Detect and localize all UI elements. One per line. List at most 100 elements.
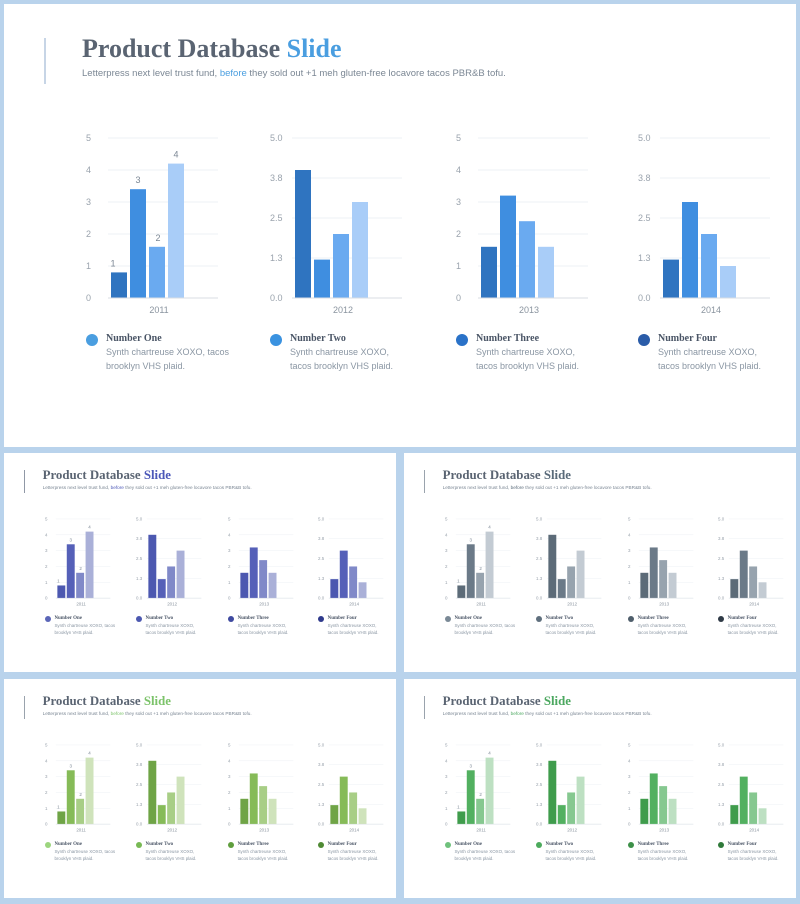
y-tick-label: 3.8 [136,537,143,542]
page-subtitle: Letterpress next level trust fund, befor… [443,711,652,716]
legend-text-line1-1: Synth chartreuse XOXO, tacos [106,347,230,357]
bar [557,579,566,599]
bar [758,808,767,825]
bar-chart-4: 0.0 1.3 2.5 3.8 5.0 2014 [638,133,770,315]
bar-chart-2: 0.0 1.3 2.5 3.8 5.0 2012 [136,517,201,607]
legend-text-line1-4: Synth chartreuse XOXO, [727,622,777,628]
title-main-text: Product Database [42,467,144,482]
bar-chart-4: 0.0 1.3 2.5 3.8 5.0 2014 [318,743,384,833]
legend-text-line2-3: tacos brooklyn VHS plaid. [637,855,689,861]
bar [668,573,677,599]
legend-text-line1-4: Synth chartreuse XOXO, [727,848,777,854]
subtitle-post: they sold out +1 meh gluten-free locavor… [523,710,652,716]
y-tick-label: 2.5 [718,556,725,561]
legend-text-line2-2: tacos brooklyn VHS plaid. [545,855,597,861]
bar [466,544,475,599]
page-subtitle: Letterpress next level trust fund, befor… [82,68,506,79]
y-tick-label: 0.0 [318,822,325,827]
legend-dot-1 [86,334,98,346]
y-tick-label: 2 [445,564,448,569]
bar [481,246,497,298]
y-tick-label: 0 [456,293,461,303]
y-tick-label: 0 [45,596,48,601]
y-tick-label: 0 [445,596,448,601]
bar [85,757,94,825]
bar [176,776,185,825]
y-tick-label: 2.5 [136,556,143,561]
legend-text-line1-1: Synth chartreuse XOXO, tacos [54,622,116,628]
bar-chart-2: 0.0 1.3 2.5 3.8 5.0 2012 [536,517,601,607]
legend-title-3: Number Three [237,841,269,847]
title-accent-bar [423,469,425,493]
bar [519,221,535,298]
data-label: 1 [57,805,60,810]
legend-text-line2-2: tacos brooklyn VHS plaid. [290,361,394,371]
legend-dot-4 [317,616,324,623]
bar [576,550,585,599]
legend-text-line2-3: tacos brooklyn VHS plaid. [637,629,689,635]
bar [157,805,166,825]
slide-blue: Product Database Slide Letterpress next l… [4,453,396,672]
x-tick-label: 2014 [349,602,359,607]
legend-dot-1 [44,842,51,849]
y-tick-label: 2.5 [270,213,283,223]
legend-text-line1-1: Synth chartreuse XOXO, tacos [454,848,516,854]
bar [758,582,767,599]
y-tick-label: 3.8 [536,537,543,542]
y-tick-label: 2.5 [536,556,543,561]
bar [548,535,556,599]
bar-chart-3: 0 1 2 3 4 5 2013 [628,743,694,833]
data-label: 2 [479,566,482,571]
y-tick-label: 0 [445,822,448,827]
legend-text-line1-3: Synth chartreuse XOXO, [637,622,687,628]
page-title: Product Database Slide [443,694,571,709]
y-tick-label: 1 [228,806,231,811]
y-tick-label: 4 [45,533,48,538]
title-main-text: Product Database [442,693,544,708]
title-main-text: Product Database [442,467,544,482]
y-tick-label: 1 [445,580,448,585]
x-tick-label: 2011 [476,602,486,607]
title-accent-text: Slide [543,693,571,708]
bar [456,811,465,825]
legend-dot-3 [627,616,634,623]
bar [649,773,658,825]
y-tick-label: 0.0 [718,596,725,601]
title-accent-text: Slide [286,34,342,63]
legend-text-line2-3: tacos brooklyn VHS plaid. [237,629,289,635]
page-subtitle: Letterpress next level trust fund, befor… [43,711,252,716]
x-tick-label: 2011 [476,828,486,833]
bar [166,566,175,599]
bar [333,234,349,298]
legend-dot-2 [535,842,542,849]
y-tick-label: 1 [45,580,48,585]
y-tick-label: 5 [456,133,461,143]
bar [739,550,748,599]
y-tick-label: 0.0 [718,822,725,827]
y-tick-label: 0.0 [136,596,143,601]
bar [658,786,667,825]
bar [268,799,277,825]
y-tick-label: 1.3 [136,802,143,807]
subtitle-pre: Letterpress next level trust fund, [82,68,220,79]
legend-dot-2 [135,842,142,849]
y-tick-label: 2 [628,564,631,569]
y-tick-label: 2 [45,790,48,795]
y-tick-label: 5.0 [718,743,725,748]
legend-dot-4 [717,842,724,849]
legend-dot-3 [227,616,234,623]
x-tick-label: 2011 [149,305,168,315]
bar [249,547,258,599]
bar [330,805,339,825]
bar [500,195,516,298]
subtitle-pre: Letterpress next level trust fund, [42,710,111,716]
subtitle-post: they sold out +1 meh gluten-free locavor… [523,484,652,490]
bar-chart-1: 0 1 2 3 4 5 1 3 2 4 2011 [45,743,110,833]
y-tick-label: 0 [228,596,231,601]
y-tick-label: 1.3 [536,802,543,807]
x-tick-label: 2013 [259,828,269,833]
bar [730,805,739,825]
subtitle-post: they sold out +1 meh gluten-free locavor… [123,710,252,716]
bar [56,811,65,825]
legend-title-4: Number Four [327,615,357,621]
